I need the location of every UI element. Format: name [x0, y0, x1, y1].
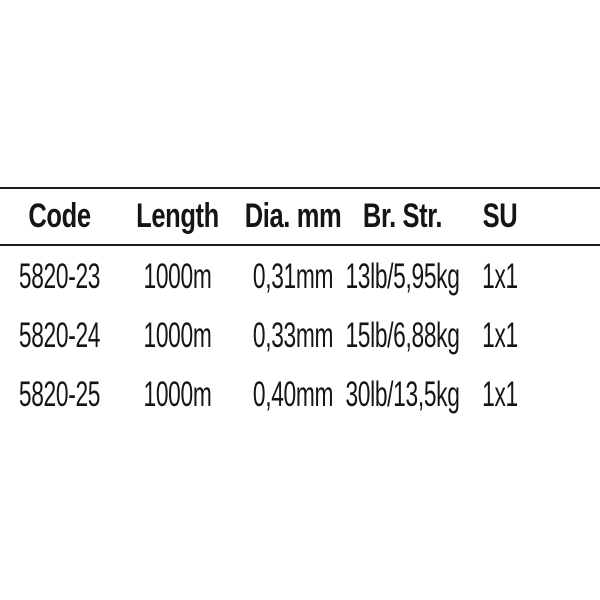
cell-length: 1000m: [143, 374, 212, 414]
cell-dia: 0,33mm: [252, 315, 334, 355]
cell-br-str: 13lb/5,95kg: [345, 256, 460, 296]
cell-length: 1000m: [143, 315, 212, 355]
cell-code: 5820-24: [18, 315, 101, 355]
table-row: 5820-24 1000m 0,33mm 15lb/6,88kg 1x1: [0, 306, 600, 365]
column-header-su: SU: [482, 197, 518, 235]
table-row: 5820-25 1000m 0,40mm 30lb/13,5kg 1x1: [0, 365, 600, 424]
cell-code: 5820-25: [18, 374, 101, 414]
cell-su: 1x1: [482, 256, 518, 296]
table-header-rule: [0, 244, 600, 246]
cell-dia: 0,40mm: [252, 374, 334, 414]
column-header-br-str: Br. Str.: [362, 197, 443, 235]
table-top-rule: [0, 187, 600, 189]
table-row: 5820-23 1000m 0,31mm 13lb/5,95kg 1x1: [0, 247, 600, 306]
cell-code: 5820-23: [18, 256, 101, 296]
table-header-row: Code Length Dia. mm Br. Str. SU: [0, 189, 600, 244]
cell-br-str: 30lb/13,5kg: [345, 374, 460, 414]
cell-length: 1000m: [143, 256, 212, 296]
column-header-length: Length: [136, 197, 219, 235]
column-header-code: Code: [28, 197, 91, 235]
cell-dia: 0,31mm: [252, 256, 334, 296]
cell-su: 1x1: [482, 374, 518, 414]
cell-su: 1x1: [482, 315, 518, 355]
column-header-dia-mm: Dia. mm: [244, 197, 342, 235]
cell-br-str: 15lb/6,88kg: [345, 315, 460, 355]
